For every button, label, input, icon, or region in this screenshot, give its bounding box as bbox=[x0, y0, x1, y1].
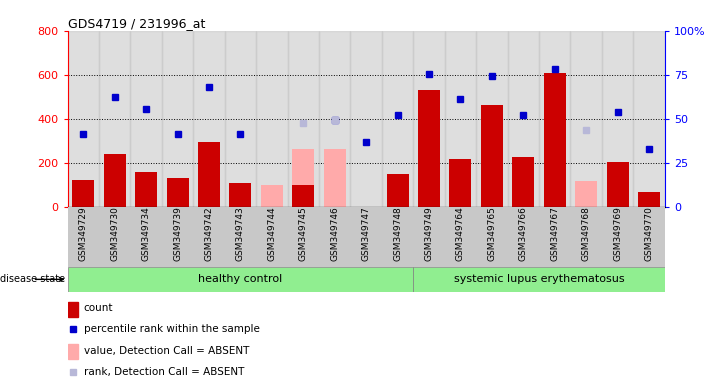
Bar bbox=[382, 207, 413, 267]
Bar bbox=[287, 207, 319, 267]
Bar bbox=[413, 267, 665, 292]
Bar bbox=[68, 302, 78, 317]
Bar bbox=[225, 207, 256, 267]
Bar bbox=[481, 105, 503, 207]
Bar bbox=[261, 185, 283, 207]
Bar bbox=[230, 183, 252, 207]
Bar bbox=[508, 31, 539, 207]
Text: healthy control: healthy control bbox=[198, 274, 282, 285]
Bar bbox=[68, 344, 78, 359]
Bar bbox=[324, 149, 346, 207]
Bar bbox=[73, 180, 95, 207]
Bar bbox=[539, 207, 570, 267]
Bar bbox=[130, 207, 162, 267]
Bar bbox=[166, 177, 188, 207]
Bar bbox=[508, 207, 539, 267]
Text: systemic lupus erythematosus: systemic lupus erythematosus bbox=[454, 274, 624, 285]
Bar bbox=[130, 31, 162, 207]
Bar bbox=[351, 207, 382, 267]
Bar bbox=[634, 207, 665, 267]
Bar bbox=[476, 207, 508, 267]
Text: disease state: disease state bbox=[0, 274, 65, 285]
Bar bbox=[387, 174, 409, 207]
Bar bbox=[162, 207, 193, 267]
Text: count: count bbox=[84, 303, 113, 313]
Bar bbox=[68, 207, 99, 267]
Bar bbox=[382, 31, 413, 207]
Bar bbox=[449, 159, 471, 207]
Bar bbox=[634, 31, 665, 207]
Bar bbox=[104, 154, 126, 207]
Bar bbox=[319, 207, 351, 267]
Text: percentile rank within the sample: percentile rank within the sample bbox=[84, 324, 260, 334]
Bar bbox=[476, 31, 508, 207]
Bar bbox=[193, 31, 225, 207]
Bar bbox=[570, 31, 602, 207]
Bar bbox=[68, 31, 99, 207]
Bar bbox=[418, 90, 440, 207]
Bar bbox=[99, 207, 130, 267]
Bar bbox=[225, 31, 256, 207]
Bar bbox=[256, 207, 287, 267]
Bar bbox=[198, 142, 220, 207]
Bar bbox=[513, 157, 535, 207]
Bar bbox=[351, 31, 382, 207]
Bar bbox=[319, 31, 351, 207]
Bar bbox=[606, 162, 629, 207]
Bar bbox=[570, 207, 602, 267]
Bar bbox=[445, 31, 476, 207]
Text: value, Detection Call = ABSENT: value, Detection Call = ABSENT bbox=[84, 346, 249, 356]
Bar bbox=[162, 31, 193, 207]
Bar bbox=[292, 185, 314, 207]
Bar bbox=[413, 207, 445, 267]
Bar bbox=[575, 181, 597, 207]
Bar bbox=[638, 192, 660, 207]
Bar bbox=[539, 31, 570, 207]
Bar bbox=[602, 31, 634, 207]
Bar bbox=[445, 207, 476, 267]
Bar bbox=[292, 149, 314, 207]
Bar bbox=[287, 31, 319, 207]
Bar bbox=[544, 73, 566, 207]
Bar bbox=[256, 31, 287, 207]
Bar bbox=[413, 31, 445, 207]
Bar bbox=[68, 267, 413, 292]
Bar bbox=[193, 207, 225, 267]
Text: rank, Detection Call = ABSENT: rank, Detection Call = ABSENT bbox=[84, 367, 244, 377]
Bar bbox=[602, 207, 634, 267]
Text: GDS4719 / 231996_at: GDS4719 / 231996_at bbox=[68, 17, 205, 30]
Bar bbox=[135, 172, 157, 207]
Bar bbox=[99, 31, 130, 207]
